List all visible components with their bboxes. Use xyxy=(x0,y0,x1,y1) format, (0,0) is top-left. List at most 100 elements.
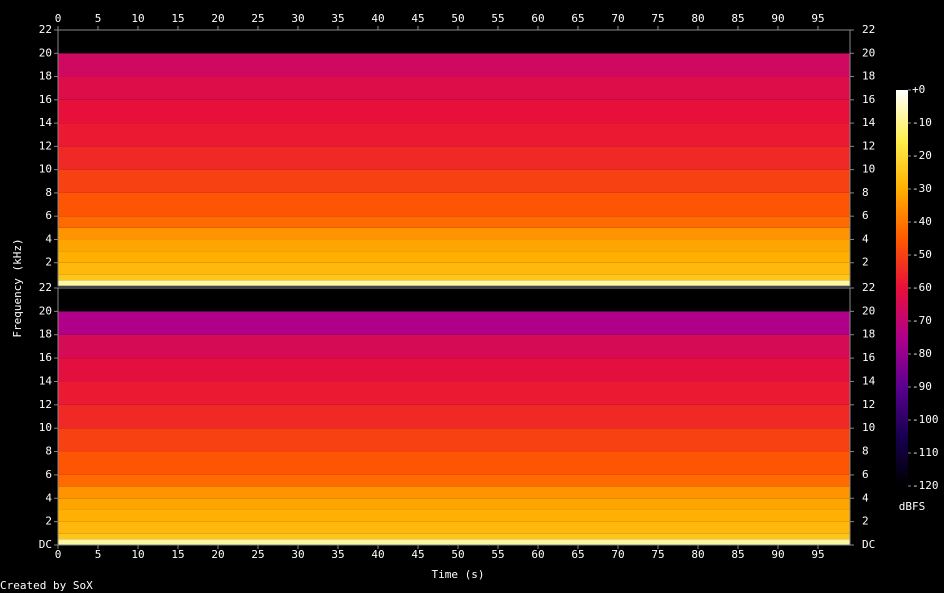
x-tick-label: 65 xyxy=(571,12,584,25)
x-tick-label: 85 xyxy=(731,12,744,25)
x-tick-label: 90 xyxy=(771,12,784,25)
colorbar xyxy=(896,90,908,486)
spectrum-band xyxy=(58,227,850,240)
x-tick-label: 65 xyxy=(571,548,584,561)
y-tick-label: 10 xyxy=(39,421,52,434)
y-tick-label: 8 xyxy=(45,445,52,458)
colorbar-tick-label: +0 xyxy=(912,83,925,96)
x-tick-label: 70 xyxy=(611,12,624,25)
y-tick-label: 6 xyxy=(45,209,52,222)
y-tick-label: 22 xyxy=(862,281,875,294)
x-tick-label: 30 xyxy=(291,548,304,561)
spectrum-band xyxy=(58,334,850,359)
spectrum-band xyxy=(58,521,850,534)
y-axis-label: Frequency (kHz) xyxy=(11,238,24,337)
y-tick-label: 8 xyxy=(862,445,869,458)
y-tick-label: 12 xyxy=(862,139,875,152)
y-tick-label: 20 xyxy=(862,46,875,59)
x-tick-label: 30 xyxy=(291,12,304,25)
x-tick-label: 45 xyxy=(411,548,424,561)
spectrum-band xyxy=(58,451,850,475)
y-tick-label: 18 xyxy=(862,70,875,83)
y-tick-label: 10 xyxy=(862,163,875,176)
x-tick-label: 25 xyxy=(251,12,264,25)
spectrum-band xyxy=(58,358,850,382)
colorbar-tick-label: -120 xyxy=(912,479,939,492)
y-tick-label: 14 xyxy=(39,116,53,129)
x-tick-label: 75 xyxy=(651,548,664,561)
x-tick-label: 60 xyxy=(531,12,544,25)
y-tick-label: 12 xyxy=(39,398,52,411)
spectrum-band xyxy=(58,262,850,275)
y-tick-label: 22 xyxy=(862,23,875,36)
x-tick-label: 80 xyxy=(691,548,704,561)
y-tick-label: 12 xyxy=(862,398,875,411)
y-tick-label: 16 xyxy=(862,93,875,106)
colorbar-tick-label: -40 xyxy=(912,215,932,228)
x-tick-label: 5 xyxy=(95,548,102,561)
y-tick-label: 22 xyxy=(39,281,52,294)
x-tick-label: 50 xyxy=(451,548,464,561)
x-tick-label: 10 xyxy=(131,548,144,561)
y-tick-label: 18 xyxy=(39,328,52,341)
x-tick-label: 20 xyxy=(211,548,224,561)
spectrum-band xyxy=(58,123,850,147)
spectrum-band xyxy=(58,428,850,452)
x-tick-label: 55 xyxy=(491,12,504,25)
x-tick-label: 35 xyxy=(331,12,344,25)
y-tick-label: 8 xyxy=(45,186,52,199)
colorbar-tick-label: -30 xyxy=(912,182,932,195)
y-tick-label: 10 xyxy=(862,421,875,434)
spectrum-band xyxy=(58,509,850,522)
colorbar-tick-label: -10 xyxy=(912,116,932,129)
y-tick-label: DC xyxy=(39,538,52,551)
spectrum-band xyxy=(58,251,850,263)
spectrum-band xyxy=(58,498,850,510)
x-tick-label: 25 xyxy=(251,548,264,561)
x-tick-label: 10 xyxy=(131,12,144,25)
spectrum-band xyxy=(58,404,850,429)
spectrum-band xyxy=(58,311,850,335)
x-tick-label: 35 xyxy=(331,548,344,561)
colorbar-tick-label: -80 xyxy=(912,347,932,360)
x-tick-label: 90 xyxy=(771,548,784,561)
x-tick-label: 95 xyxy=(811,548,824,561)
spectrum-band xyxy=(58,30,850,54)
y-tick-label: 4 xyxy=(862,491,869,504)
colorbar-tick-label: -70 xyxy=(912,314,932,327)
y-tick-label: 20 xyxy=(39,304,52,317)
y-tick-label: 12 xyxy=(39,139,52,152)
spectrum-band xyxy=(58,274,850,281)
y-tick-label: 14 xyxy=(39,374,53,387)
x-tick-label: 80 xyxy=(691,12,704,25)
colorbar-tick-label: -20 xyxy=(912,149,932,162)
colorbar-tick-label: -50 xyxy=(912,248,932,261)
spectrum-band xyxy=(58,99,850,124)
y-tick-label: 4 xyxy=(862,232,869,245)
x-tick-label: 15 xyxy=(171,12,184,25)
y-tick-label: 2 xyxy=(862,515,869,528)
y-tick-label: 22 xyxy=(39,23,52,36)
colorbar-tick-label: -100 xyxy=(912,413,939,426)
x-tick-label: 75 xyxy=(651,12,664,25)
spectrum-band xyxy=(58,474,850,487)
x-tick-label: 0 xyxy=(55,548,62,561)
x-tick-label: 40 xyxy=(371,12,384,25)
y-tick-label: 2 xyxy=(45,515,52,528)
x-tick-label: 60 xyxy=(531,548,544,561)
spectrum-band xyxy=(58,280,850,286)
x-tick-label: 50 xyxy=(451,12,464,25)
spectrum-band xyxy=(58,486,850,499)
y-tick-label: 10 xyxy=(39,163,52,176)
y-tick-label: 2 xyxy=(45,256,52,269)
colorbar-tick-label: -110 xyxy=(912,446,939,459)
spectrum-band xyxy=(58,146,850,170)
colorbar-tick-label: -60 xyxy=(912,281,932,294)
spectrum-band xyxy=(58,216,850,228)
y-tick-label: DC xyxy=(862,538,875,551)
y-tick-label: 6 xyxy=(862,209,869,222)
x-tick-label: 95 xyxy=(811,12,824,25)
y-tick-label: 14 xyxy=(862,116,876,129)
x-tick-label: 0 xyxy=(55,12,62,25)
